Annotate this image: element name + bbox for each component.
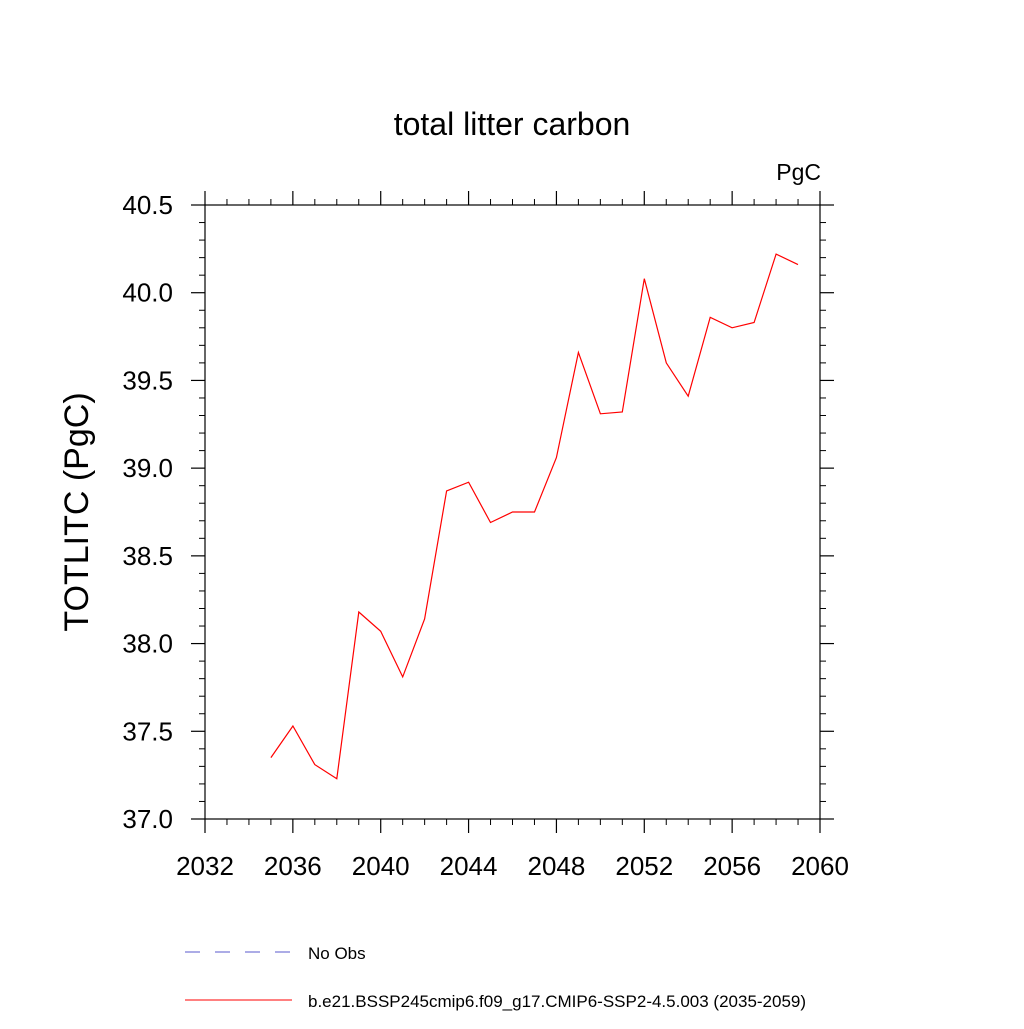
x-tick-label: 2040 [352, 851, 410, 881]
x-tick-label: 2048 [528, 851, 586, 881]
y-tick-label: 39.0 [122, 453, 173, 483]
y-tick-label: 38.0 [122, 629, 173, 659]
units-label: PgC [776, 159, 821, 185]
y-tick-label: 39.5 [122, 365, 173, 395]
y-tick-label: 37.5 [122, 716, 173, 746]
legend: No Obs b.e21.BSSP245cmip6.f09_g17.CMIP6-S… [185, 944, 806, 1011]
axis-ticks: 2032 2036 2040 2044 2048 2052 2056 2060 37.0 37.5… [122, 190, 849, 881]
y-tick-label: 40.0 [122, 278, 173, 308]
x-tick-label: 2052 [615, 851, 673, 881]
series-line-0 [270, 253, 799, 780]
legend-label-0: No Obs [308, 944, 366, 963]
x-tick-label: 2032 [176, 851, 234, 881]
chart-title: total litter carbon [394, 106, 631, 142]
plot-area [270, 253, 799, 780]
x-tick-label: 2044 [440, 851, 498, 881]
y-tick-label: 40.5 [122, 190, 173, 220]
y-axis-label: TOTLITC (PgC) [58, 392, 96, 631]
x-tick-label: 2036 [264, 851, 322, 881]
y-tick-label: 38.5 [122, 541, 173, 571]
x-tick-label: 2056 [703, 851, 761, 881]
y-tick-label: 37.0 [122, 804, 173, 834]
legend-label-1: b.e21.BSSP245cmip6.f09_g17.CMIP6-SSP2-4.… [308, 992, 806, 1011]
plot-frame [204, 204, 821, 820]
x-tick-label: 2060 [791, 851, 849, 881]
